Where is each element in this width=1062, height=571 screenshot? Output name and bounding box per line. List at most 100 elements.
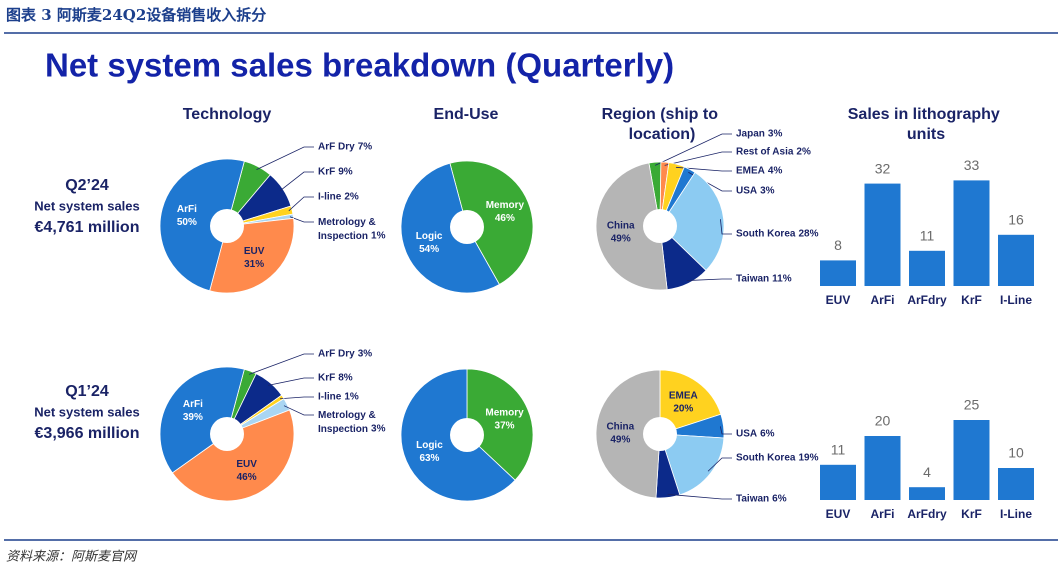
donut-hole: [210, 209, 244, 243]
slice-label: USA: [736, 186, 757, 197]
slice-label: Rest of Asia: [736, 147, 794, 158]
slice-value-label: 3%: [358, 349, 373, 360]
slice-label: KrF: [318, 373, 335, 384]
donut-hole: [210, 417, 244, 451]
slice-label: Metrology & Inspection: [318, 410, 379, 435]
period-quarter: Q2’24: [65, 177, 109, 194]
slice-label: Taiwan: [736, 494, 769, 505]
bar-value-label: 10: [1008, 445, 1024, 461]
column-title: End-Use: [434, 106, 499, 123]
donut-hole: [643, 209, 677, 243]
x-tick-label: ArFdry: [907, 507, 947, 521]
pie-slice: [159, 158, 245, 292]
bar-value-label: 11: [920, 228, 935, 244]
bar-value-label: 11: [831, 442, 846, 458]
slice-label: Logic: [416, 440, 443, 451]
slice-label: Metrology & Inspection: [318, 217, 379, 242]
source: 资料来源：阿斯麦官网: [6, 550, 138, 565]
slice-value-label: 11%: [772, 274, 792, 285]
pie-slice: [659, 171, 725, 272]
slice-value-label: 39%: [183, 412, 203, 423]
slice-value-label: 6%: [772, 494, 787, 505]
slice-value-label: 46%: [237, 472, 257, 483]
leader-line: [249, 353, 314, 375]
slice-value-label: 37%: [495, 420, 515, 431]
slice-label: Memory: [485, 407, 524, 418]
bar: [820, 464, 856, 500]
x-tick-label: ArFi: [871, 507, 895, 521]
slice-value-label: 50%: [177, 217, 197, 228]
bar: [909, 487, 945, 500]
pie-slice: [595, 162, 668, 291]
slice-value-label: 28%: [798, 229, 818, 240]
period-quarter: Q1’24: [65, 383, 109, 400]
slice-label: I-line: [318, 392, 342, 403]
leader-line: [675, 166, 732, 172]
slice-value-label: 2%: [796, 147, 811, 158]
slice-label: EUV: [244, 246, 265, 257]
column-title: Technology: [183, 106, 272, 123]
slice-label: USA: [736, 429, 757, 440]
slice-value-label: 7%: [358, 142, 373, 153]
slice-label: South Korea: [736, 453, 796, 464]
bar: [998, 234, 1034, 286]
column-title: Sales in lithography units: [848, 106, 1004, 143]
leader-line: [667, 493, 732, 500]
leader-line: [289, 216, 314, 223]
slice-label: ArF Dry: [318, 349, 355, 360]
pie-slice: [171, 409, 295, 502]
slice-value-label: 3%: [768, 129, 783, 140]
leader-line: [283, 405, 314, 416]
slice-label: South Korea: [736, 229, 796, 240]
bar: [998, 468, 1034, 500]
slice-label: Taiwan: [736, 274, 769, 285]
x-tick-label: KrF: [961, 293, 982, 307]
slice-value-label: 9%: [338, 167, 353, 178]
slice-label: I-line: [318, 192, 342, 203]
leader-line: [720, 219, 732, 235]
bar-value-label: 16: [1008, 212, 1024, 228]
slice-label: ArFi: [177, 204, 197, 215]
x-tick-label: ArFdry: [907, 293, 947, 307]
slice-value-label: 1%: [371, 231, 386, 242]
slice-label: KrF: [318, 167, 335, 178]
slice-value-label: 1%: [344, 392, 359, 403]
slide-title: Net system sales breakdown (Quarterly): [45, 47, 674, 84]
pie-slice: [466, 368, 534, 481]
header: 图表 3 阿斯麦24Q2设备销售收入拆分: [6, 6, 266, 24]
donut-hole: [450, 210, 484, 244]
bar: [953, 180, 990, 286]
donut-hole: [450, 418, 484, 452]
slice-label: Logic: [416, 231, 443, 242]
slice-value-label: 63%: [419, 453, 439, 464]
period-label: Net system sales: [34, 404, 140, 419]
slice-value-label: 46%: [495, 213, 515, 224]
leader-line: [654, 133, 732, 166]
slice-label: EMEA: [669, 391, 698, 402]
x-tick-label: EUV: [826, 507, 851, 521]
bar: [864, 183, 901, 286]
leader-line: [686, 278, 732, 281]
pie-slice: [449, 160, 534, 286]
bar: [820, 260, 856, 286]
bar-value-label: 33: [964, 157, 980, 173]
slice-value-label: 19%: [798, 453, 818, 464]
leader-line: [707, 457, 732, 472]
leader-line: [288, 196, 314, 212]
leader-line: [279, 396, 314, 400]
x-tick-label: I-Line: [1000, 293, 1032, 307]
slice-label: EUV: [236, 459, 257, 470]
slice-label: ArFi: [183, 399, 203, 410]
bar-value-label: 8: [834, 237, 842, 253]
slice-value-label: 4%: [768, 166, 783, 177]
slice-label: ArF Dry: [318, 142, 355, 153]
x-tick-label: ArFi: [871, 293, 895, 307]
slice-value-label: 49%: [610, 434, 630, 445]
leader-line: [664, 151, 732, 166]
period-amount: €3,966 million: [35, 425, 140, 442]
bar: [909, 250, 945, 286]
slice-label: Memory: [486, 200, 525, 211]
leader-line: [268, 377, 314, 386]
slice-value-label: 49%: [611, 233, 631, 244]
slice-label: China: [607, 220, 635, 231]
